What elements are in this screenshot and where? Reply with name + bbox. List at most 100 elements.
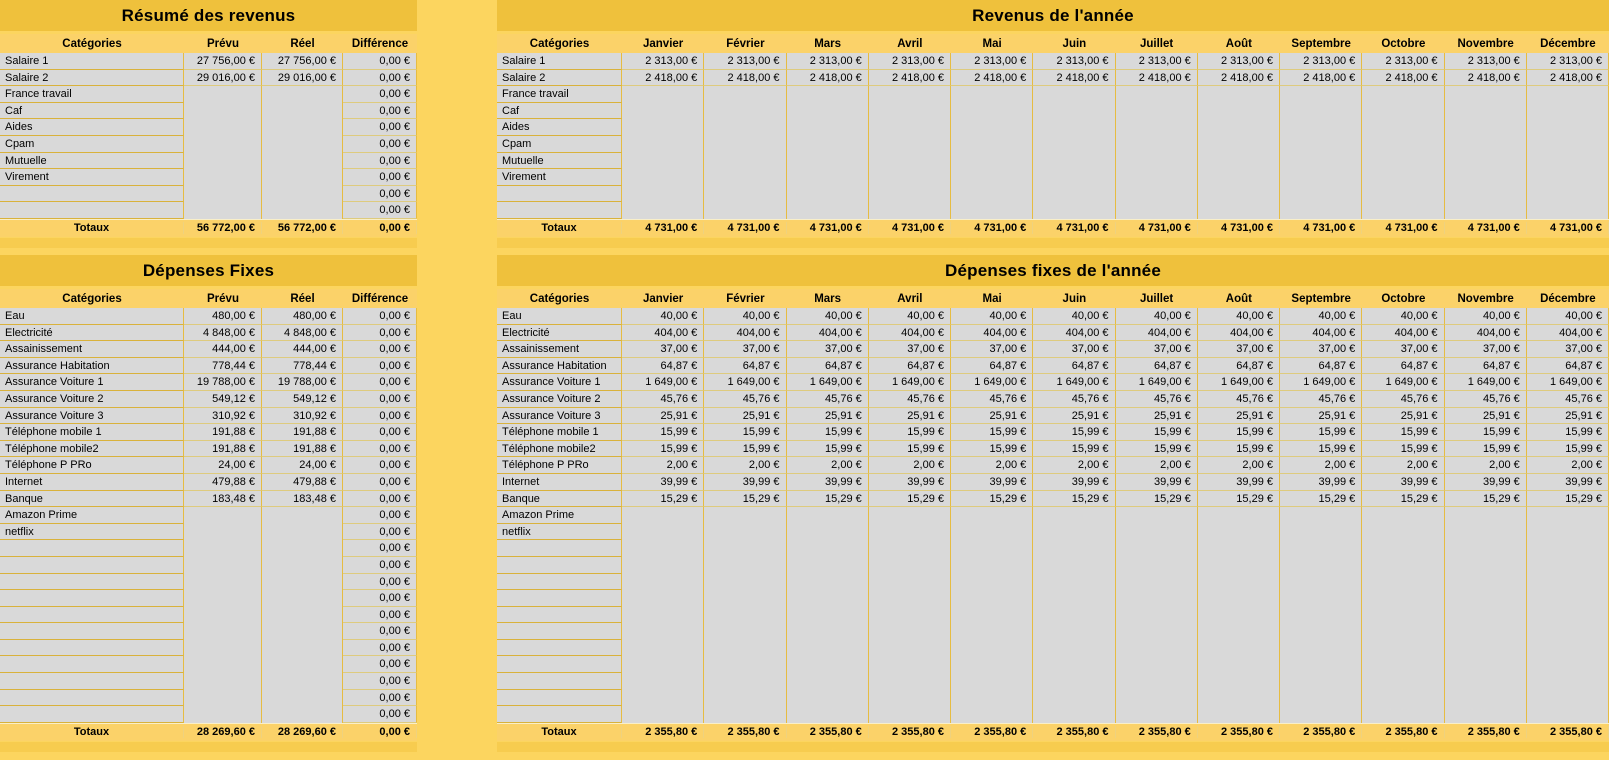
prevu-cell[interactable] [184,689,262,707]
totals-month-cell[interactable]: 2 355,80 € [1198,726,1280,739]
month-value-cell[interactable] [622,169,705,186]
reel-cell[interactable]: 778,44 € [262,357,343,375]
month-value-cell[interactable] [1115,185,1198,203]
month-value-cell[interactable]: 45,76 € [1526,390,1609,408]
month-value-cell[interactable]: 15,99 € [1197,440,1280,458]
month-value-cell[interactable] [1197,639,1280,657]
prevu-cell[interactable]: 778,44 € [184,357,262,375]
month-value-cell[interactable] [1197,119,1280,136]
reel-cell[interactable] [262,152,343,170]
totals-month-cell[interactable]: 4 731,00 € [1198,222,1280,235]
header-cell-month[interactable]: Avril [897,37,923,50]
category-cell[interactable]: France travail [0,86,184,103]
header-cell-reel[interactable]: Réel [290,37,315,50]
month-value-cell[interactable]: 37,00 € [1362,341,1445,358]
category-cell[interactable] [0,623,184,640]
month-value-cell[interactable] [704,590,787,607]
month-value-cell[interactable] [868,185,951,203]
category-cell[interactable]: Téléphone mobile2 [497,440,622,458]
month-value-cell[interactable] [622,185,705,203]
month-value-cell[interactable]: 2 418,00 € [1280,69,1363,87]
header-cell-month[interactable]: Octobre [1381,37,1426,50]
month-value-cell[interactable] [622,590,705,607]
month-value-cell[interactable]: 39,99 € [1033,473,1116,491]
reel-cell[interactable] [262,523,343,541]
month-value-cell[interactable]: 2 313,00 € [1526,53,1609,70]
difference-cell[interactable]: 0,00 € [343,606,417,624]
month-value-cell[interactable] [1526,706,1609,723]
month-value-cell[interactable] [951,623,1034,640]
month-value-cell[interactable] [786,523,869,541]
category-cell[interactable] [0,556,184,574]
month-value-cell[interactable]: 404,00 € [1362,324,1445,342]
totals-prevu-cell[interactable]: 56 772,00 € [184,222,262,235]
month-value-cell[interactable]: 45,76 € [786,390,869,408]
month-value-cell[interactable] [1197,152,1280,170]
category-cell[interactable] [0,185,184,203]
prevu-cell[interactable] [184,706,262,723]
month-value-cell[interactable]: 64,87 € [1526,357,1609,375]
month-value-cell[interactable]: 2,00 € [1362,457,1445,474]
prevu-cell[interactable]: 191,88 € [184,440,262,458]
month-value-cell[interactable]: 39,99 € [1526,473,1609,491]
prevu-cell[interactable] [184,135,262,153]
month-value-cell[interactable] [622,606,705,624]
month-value-cell[interactable] [1444,152,1527,170]
month-value-cell[interactable]: 15,29 € [1526,490,1609,508]
month-value-cell[interactable] [786,185,869,203]
header-cell-prevu[interactable]: Prévu [207,37,239,50]
reel-cell[interactable]: 4 848,00 € [262,324,343,342]
category-cell[interactable] [0,689,184,707]
month-value-cell[interactable]: 37,00 € [622,341,705,358]
difference-cell[interactable]: 0,00 € [343,407,417,425]
category-cell[interactable]: Téléphone P PRo [0,457,184,474]
month-value-cell[interactable]: 37,00 € [704,341,787,358]
month-value-cell[interactable] [1280,556,1363,574]
difference-cell[interactable]: 0,00 € [343,53,417,70]
month-value-cell[interactable] [1197,169,1280,186]
month-value-cell[interactable]: 15,99 € [1280,440,1363,458]
reel-cell[interactable] [262,606,343,624]
month-value-cell[interactable]: 64,87 € [1197,357,1280,375]
reel-cell[interactable]: 444,00 € [262,341,343,358]
month-value-cell[interactable] [786,639,869,657]
category-cell[interactable]: Téléphone mobile 1 [0,424,184,441]
month-value-cell[interactable]: 2,00 € [622,457,705,474]
month-value-cell[interactable] [1115,507,1198,524]
category-cell[interactable] [497,185,622,203]
month-value-cell[interactable] [1280,119,1363,136]
month-value-cell[interactable] [704,540,787,557]
header-cell-month[interactable]: Novembre [1457,292,1514,305]
month-value-cell[interactable]: 15,99 € [1033,424,1116,441]
month-value-cell[interactable]: 15,29 € [1444,490,1527,508]
month-value-cell[interactable] [1444,689,1527,707]
category-cell[interactable]: Virement [497,169,622,186]
month-value-cell[interactable]: 25,91 € [1197,407,1280,425]
month-value-cell[interactable] [622,656,705,674]
month-value-cell[interactable]: 25,91 € [622,407,705,425]
month-value-cell[interactable] [622,202,705,219]
month-value-cell[interactable]: 1 649,00 € [1197,374,1280,391]
category-cell[interactable]: Banque [0,490,184,508]
month-value-cell[interactable] [1115,573,1198,591]
month-value-cell[interactable] [868,706,951,723]
difference-cell[interactable]: 0,00 € [343,119,417,136]
month-value-cell[interactable]: 404,00 € [951,324,1034,342]
difference-cell[interactable]: 0,00 € [343,457,417,474]
month-value-cell[interactable] [868,623,951,640]
category-cell[interactable] [0,540,184,557]
category-cell[interactable]: Assurance Voiture 1 [0,374,184,391]
header-cell-month[interactable]: Mai [982,37,1002,50]
month-value-cell[interactable] [1362,102,1445,120]
month-value-cell[interactable] [704,169,787,186]
month-value-cell[interactable]: 15,99 € [622,424,705,441]
month-value-cell[interactable]: 25,91 € [1526,407,1609,425]
month-value-cell[interactable] [1280,706,1363,723]
month-value-cell[interactable] [1444,185,1527,203]
month-value-cell[interactable] [868,523,951,541]
month-value-cell[interactable] [1526,135,1609,153]
month-value-cell[interactable] [1526,623,1609,640]
month-value-cell[interactable]: 37,00 € [1444,341,1527,358]
month-value-cell[interactable] [1033,706,1116,723]
month-value-cell[interactable]: 39,99 € [786,473,869,491]
